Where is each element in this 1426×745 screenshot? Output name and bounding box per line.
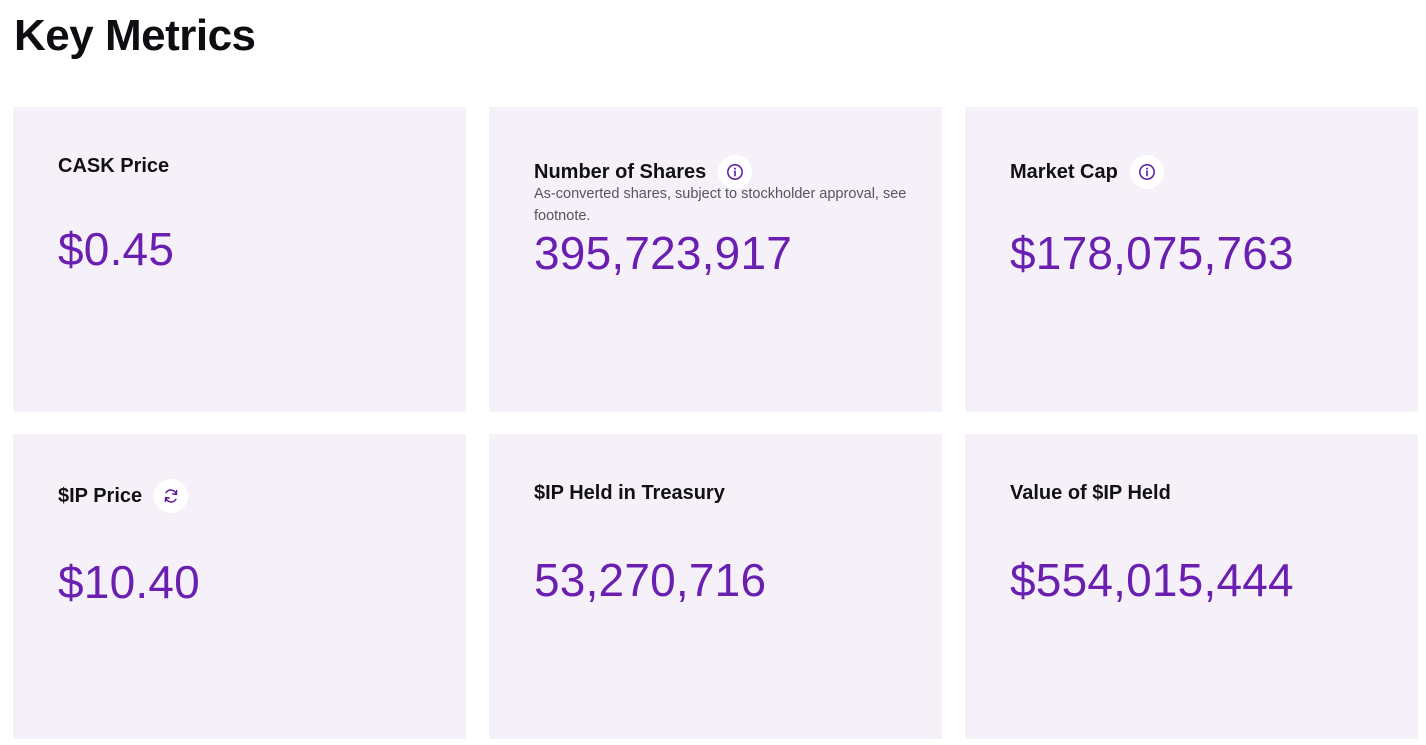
metric-value: 395,723,917 bbox=[534, 227, 793, 279]
metric-label: CASK Price bbox=[58, 155, 170, 177]
metrics-grid: CASK Price $0.45 Number of Shares As-con… bbox=[13, 107, 1418, 739]
metric-card-header: Value of $IP Held bbox=[1010, 480, 1171, 506]
metric-card-header: Market Cap bbox=[1010, 155, 1164, 189]
metric-label: Market Cap bbox=[1010, 161, 1118, 183]
metric-value: $0.45 bbox=[58, 223, 175, 275]
metric-card-header: $IP Held in Treasury bbox=[534, 480, 725, 506]
metric-value: $178,075,763 bbox=[1010, 227, 1294, 279]
metric-card-value-of-ip-held: Value of $IP Held $554,015,444 bbox=[965, 434, 1418, 739]
metric-label: Number of Shares bbox=[534, 161, 707, 183]
metric-card-header: Number of Shares bbox=[534, 155, 753, 189]
metric-card-ip-price: $IP Price $10.40 bbox=[13, 434, 466, 739]
metric-card-market-cap: Market Cap $178,075,763 bbox=[965, 107, 1418, 412]
metric-card-number-of-shares: Number of Shares As-converted shares, su… bbox=[489, 107, 942, 412]
metric-label: $IP Price bbox=[58, 485, 143, 507]
metric-value: $10.40 bbox=[58, 556, 200, 608]
refresh-icon[interactable] bbox=[154, 479, 189, 513]
metric-label: $IP Held in Treasury bbox=[534, 482, 725, 504]
metric-subtitle: As-converted shares, subject to stockhol… bbox=[534, 186, 907, 224]
metric-card-header: $IP Price bbox=[58, 479, 189, 513]
metric-card-header: CASK Price bbox=[58, 153, 169, 179]
metric-label: Value of $IP Held bbox=[1010, 482, 1171, 504]
metric-card-cask-price: CASK Price $0.45 bbox=[13, 107, 466, 412]
page-title: Key Metrics bbox=[14, 11, 256, 60]
metric-card-ip-held-in-treasury: $IP Held in Treasury 53,270,716 bbox=[489, 434, 942, 739]
info-icon[interactable] bbox=[1129, 155, 1164, 189]
metric-value: $554,015,444 bbox=[1010, 554, 1294, 606]
info-icon[interactable] bbox=[718, 155, 753, 189]
metric-value: 53,270,716 bbox=[534, 554, 767, 606]
